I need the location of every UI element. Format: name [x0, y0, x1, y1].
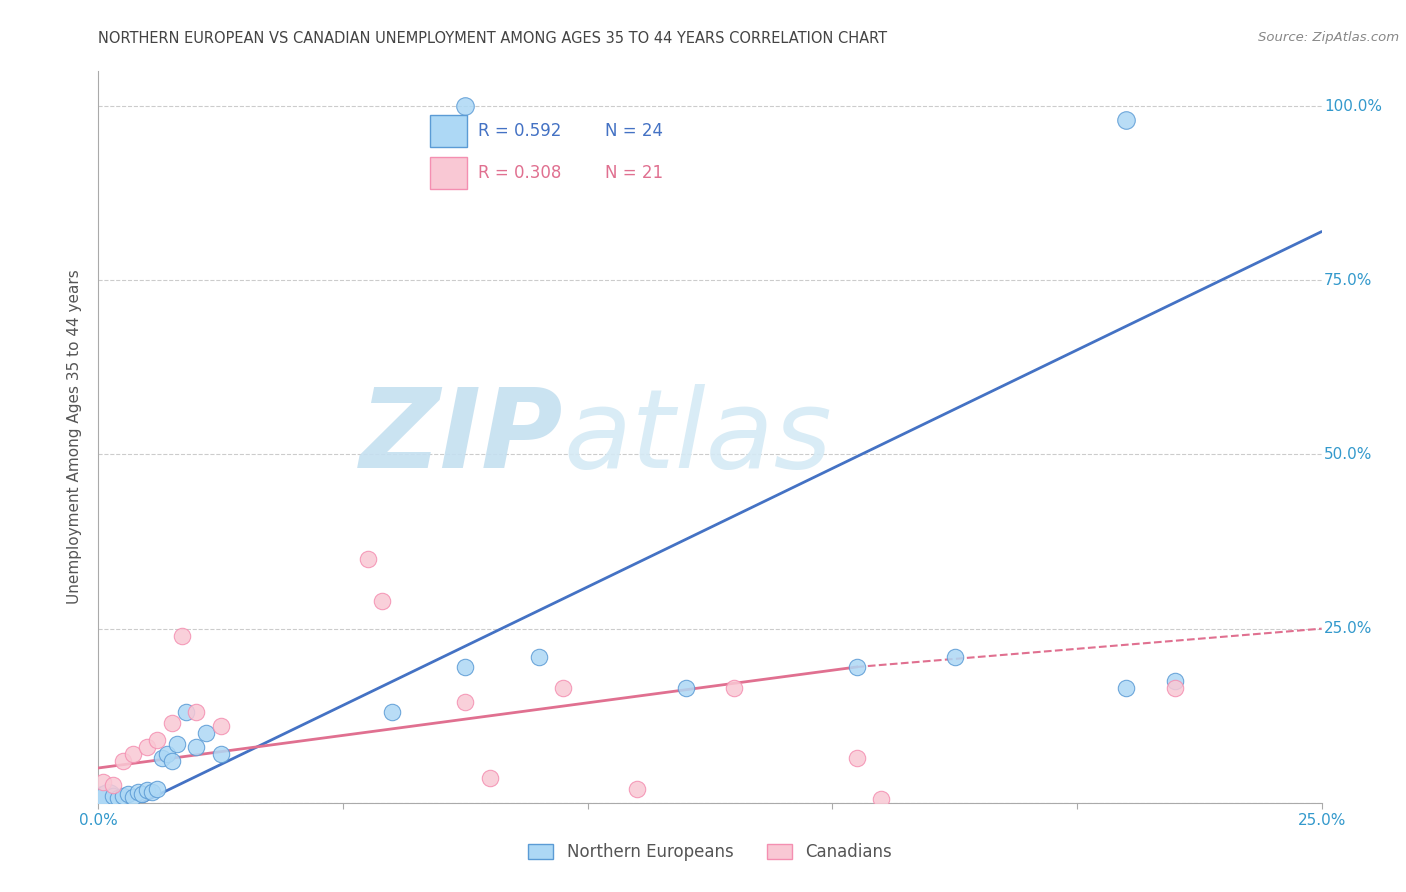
Y-axis label: Unemployment Among Ages 35 to 44 years: Unemployment Among Ages 35 to 44 years: [67, 269, 83, 605]
Text: N = 21: N = 21: [605, 164, 662, 182]
Point: [121, 747, 143, 761]
Point: [101, 778, 124, 792]
Point: [1115, 681, 1137, 695]
Point: [160, 754, 183, 768]
Text: R = 0.308: R = 0.308: [478, 164, 561, 182]
Point: [454, 99, 477, 113]
Bar: [430, 157, 467, 189]
Point: [141, 785, 163, 799]
Point: [176, 705, 198, 719]
Text: atlas: atlas: [564, 384, 832, 491]
Legend: Northern Europeans, Canadians: Northern Europeans, Canadians: [522, 837, 898, 868]
Point: [136, 740, 159, 755]
Point: [136, 783, 159, 797]
Point: [111, 754, 134, 768]
Bar: [430, 115, 467, 147]
Point: [845, 750, 868, 764]
Point: [454, 660, 477, 674]
Point: [356, 552, 378, 566]
Point: [156, 747, 179, 761]
Point: [1164, 673, 1187, 688]
Point: [209, 719, 232, 733]
Text: 100.0%: 100.0%: [1324, 99, 1382, 113]
Point: [675, 681, 697, 695]
Text: ZIP: ZIP: [360, 384, 564, 491]
Point: [111, 789, 134, 803]
Point: [478, 772, 501, 786]
Point: [943, 649, 966, 664]
Text: NORTHERN EUROPEAN VS CANADIAN UNEMPLOYMENT AMONG AGES 35 TO 44 YEARS CORRELATION: NORTHERN EUROPEAN VS CANADIAN UNEMPLOYME…: [98, 31, 887, 46]
Text: 75.0%: 75.0%: [1324, 273, 1372, 288]
Point: [195, 726, 218, 740]
Point: [160, 715, 183, 730]
Point: [527, 649, 550, 664]
Point: [371, 594, 394, 608]
Point: [127, 785, 149, 799]
Point: [454, 695, 477, 709]
Point: [553, 681, 575, 695]
Point: [209, 747, 232, 761]
Point: [170, 629, 193, 643]
Point: [381, 705, 404, 719]
Text: Source: ZipAtlas.com: Source: ZipAtlas.com: [1258, 31, 1399, 45]
Point: [146, 781, 169, 796]
Point: [845, 660, 868, 674]
Point: [107, 791, 129, 805]
Point: [146, 733, 169, 747]
Point: [186, 705, 208, 719]
Point: [626, 781, 648, 796]
Text: 25.0%: 25.0%: [1324, 621, 1372, 636]
Point: [166, 737, 188, 751]
Point: [186, 740, 208, 755]
Point: [870, 792, 893, 806]
Point: [91, 775, 114, 789]
Text: R = 0.592: R = 0.592: [478, 122, 561, 140]
Point: [131, 788, 153, 802]
Point: [121, 790, 143, 805]
Point: [150, 750, 173, 764]
Point: [91, 792, 114, 806]
Text: 50.0%: 50.0%: [1324, 447, 1372, 462]
Point: [101, 789, 124, 803]
Point: [1115, 113, 1137, 128]
Point: [97, 790, 120, 805]
Point: [723, 681, 745, 695]
Text: N = 24: N = 24: [605, 122, 662, 140]
Point: [117, 788, 139, 802]
Point: [1164, 681, 1187, 695]
